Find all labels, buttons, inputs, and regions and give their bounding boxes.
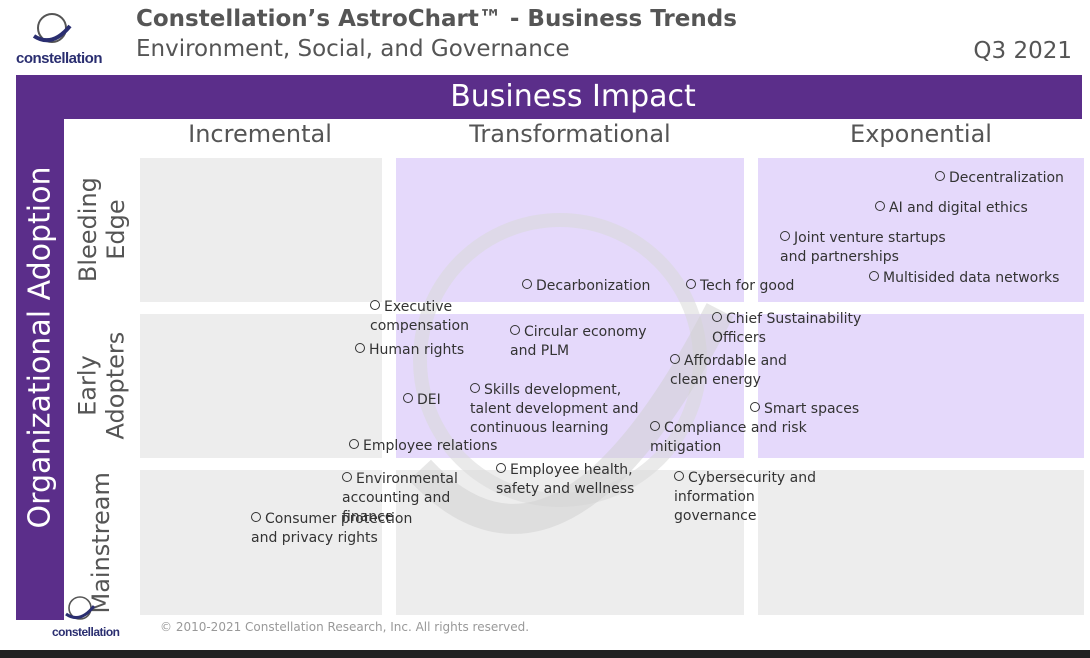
circle-bullet-icon bbox=[650, 421, 660, 431]
item-label: Chief Sustainability Officers bbox=[712, 311, 862, 346]
cell-exponential-mainstream bbox=[758, 470, 1084, 615]
circle-bullet-icon bbox=[355, 343, 365, 353]
item-ai-digital-ethics: AI and digital ethics bbox=[875, 199, 1028, 218]
item-decentralization: Decentralization bbox=[935, 169, 1064, 188]
circle-bullet-icon bbox=[470, 383, 480, 393]
item-label: DEI bbox=[417, 392, 441, 408]
circle-bullet-icon bbox=[686, 279, 696, 289]
item-executive-compensation: Executive compensation bbox=[370, 298, 480, 336]
circle-bullet-icon bbox=[370, 300, 380, 310]
logo-text: constellation bbox=[16, 50, 102, 67]
circle-bullet-icon bbox=[869, 271, 879, 281]
item-label: Environmental accounting and finance bbox=[342, 471, 458, 525]
row-label-text: Bleeding Edge bbox=[73, 177, 130, 283]
circle-bullet-icon bbox=[780, 231, 790, 241]
cell-incremental-early bbox=[140, 314, 382, 458]
item-chief-sustainability: Chief Sustainability Officers bbox=[712, 310, 872, 348]
item-affordable-energy: Affordable and clean energy bbox=[670, 352, 800, 390]
circle-bullet-icon bbox=[342, 472, 352, 482]
circle-bullet-icon bbox=[403, 393, 413, 403]
circle-bullet-icon bbox=[935, 171, 945, 181]
item-label: Skills development, talent development a… bbox=[470, 382, 639, 436]
column-header-transformational: Transformational bbox=[469, 120, 671, 148]
item-compliance-risk: Compliance and risk mitigation bbox=[650, 419, 808, 457]
y-axis-title-wrap: Organizational Adoption bbox=[16, 75, 64, 620]
row-label-early-adopters: Early Adopters bbox=[64, 314, 140, 458]
page-title: Constellation’s AstroChart™ - Business T… bbox=[136, 6, 737, 32]
cell-incremental-bleeding bbox=[140, 158, 382, 302]
circle-bullet-icon bbox=[251, 512, 261, 522]
watermark-logo bbox=[409, 213, 734, 534]
item-employee-health: Employee health, safety and wellness bbox=[496, 461, 674, 499]
item-label: Human rights bbox=[369, 342, 465, 358]
item-label: Joint venture startups and partnerships bbox=[780, 230, 946, 265]
cell-exponential-bleeding bbox=[758, 158, 1084, 302]
x-axis-title: Business Impact bbox=[64, 75, 1082, 119]
row-label-text: Early Adopters bbox=[73, 332, 129, 440]
copyright-text: © 2010-2021 Constellation Research, Inc.… bbox=[160, 620, 530, 634]
circle-bullet-icon bbox=[670, 354, 680, 364]
cell-exponential-early bbox=[758, 314, 1084, 458]
circle-bullet-icon bbox=[510, 325, 520, 335]
item-dei: DEI bbox=[403, 391, 441, 410]
footer-logo: constellation bbox=[50, 592, 145, 646]
circle-bullet-icon bbox=[712, 312, 722, 322]
item-label: Affordable and clean energy bbox=[670, 353, 787, 388]
y-axis-title: Organizational Adoption bbox=[22, 166, 58, 529]
item-human-rights: Human rights bbox=[355, 341, 464, 360]
item-label: AI and digital ethics bbox=[889, 200, 1028, 216]
item-label: Smart spaces bbox=[764, 401, 860, 417]
circle-bullet-icon bbox=[496, 463, 506, 473]
item-label: Decentralization bbox=[949, 170, 1064, 186]
constellation-logo: constellation bbox=[12, 8, 132, 68]
item-joint-venture: Joint venture startups and partnerships bbox=[780, 229, 952, 267]
item-environmental-accounting: Environmental accounting and finance bbox=[342, 470, 497, 527]
y-axis-banner bbox=[16, 75, 64, 620]
item-employee-relations: Employee relations bbox=[349, 437, 497, 456]
cell-incremental-mainstream bbox=[140, 470, 382, 615]
page-subtitle: Environment, Social, and Governance bbox=[136, 36, 570, 62]
item-label: Compliance and risk mitigation bbox=[650, 420, 807, 455]
item-decarbonization: Decarbonization bbox=[522, 277, 650, 296]
item-consumer-protection: Consumer protection and privacy rights bbox=[251, 510, 416, 548]
item-label: Executive compensation bbox=[370, 299, 469, 334]
item-label: Cybersecurity and information governance bbox=[674, 470, 817, 524]
column-header-exponential: Exponential bbox=[850, 120, 992, 148]
circle-bullet-icon bbox=[522, 279, 532, 289]
item-tech-for-good: Tech for good bbox=[686, 277, 794, 296]
bottom-bar bbox=[0, 650, 1090, 658]
circle-bullet-icon bbox=[875, 201, 885, 211]
item-label: Employee relations bbox=[363, 438, 498, 454]
item-label: Circular economy and PLM bbox=[510, 324, 647, 359]
item-label: Decarbonization bbox=[536, 278, 651, 294]
item-cybersecurity: Cybersecurity and information governance bbox=[674, 469, 839, 526]
item-skills-development: Skills development, talent development a… bbox=[470, 381, 640, 438]
item-label: Consumer protection and privacy rights bbox=[251, 511, 413, 546]
circle-bullet-icon bbox=[349, 439, 359, 449]
circle-bullet-icon bbox=[750, 402, 760, 412]
circle-bullet-icon bbox=[674, 471, 684, 481]
item-label: Employee health, safety and wellness bbox=[496, 462, 635, 497]
item-smart-spaces: Smart spaces bbox=[750, 400, 859, 419]
period-label: Q3 2021 bbox=[973, 38, 1072, 64]
row-label-bleeding-edge: Bleeding Edge bbox=[64, 158, 140, 302]
footer-logo-text: constellation bbox=[52, 625, 120, 639]
item-circular-economy: Circular economy and PLM bbox=[510, 323, 655, 361]
column-header-incremental: Incremental bbox=[188, 120, 332, 148]
item-multisided-data: Multisided data networks bbox=[869, 269, 1059, 288]
item-label: Tech for good bbox=[700, 278, 795, 294]
item-label: Multisided data networks bbox=[883, 270, 1060, 286]
